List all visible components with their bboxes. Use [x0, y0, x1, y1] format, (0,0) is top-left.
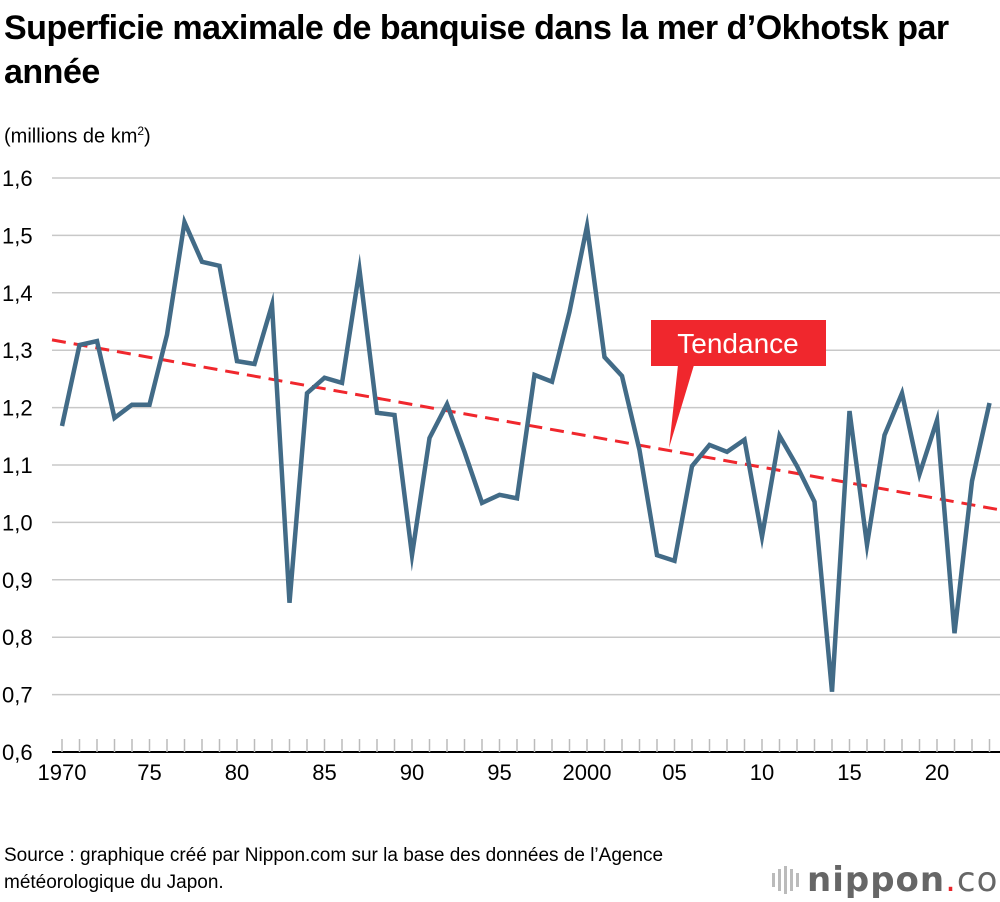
logo-wordmark: nippon.com	[807, 860, 1000, 900]
y-tick-label: 1,0	[2, 510, 33, 535]
x-tick-label: 95	[487, 760, 511, 785]
callout-label: Tendance	[677, 328, 798, 359]
x-tick-label: 75	[137, 760, 161, 785]
unit-superscript: 2	[137, 124, 145, 138]
y-tick-label: 1,2	[2, 396, 33, 421]
x-tick-label: 80	[225, 760, 249, 785]
unit-text: (millions de km	[4, 125, 138, 148]
unit-close: )	[144, 125, 151, 148]
trend-line-path	[51, 338, 1000, 512]
x-tick-label: 1970	[38, 760, 87, 785]
trend-callout: Tendance	[651, 320, 826, 448]
series-path	[59, 212, 992, 692]
callout-box	[651, 320, 826, 366]
y-tick-label: 0,7	[2, 683, 33, 708]
line-chart: 0,6 0,7 0,8 0,9 1,0 1,1 1,2 1,3 1,4 1,5 1,6 1970 75…	[2, 166, 1000, 785]
x-tick-label: 05	[662, 760, 686, 785]
x-tick-label: 90	[400, 760, 424, 785]
y-tick-label: 0,9	[2, 568, 33, 593]
callout-pointer	[669, 365, 694, 448]
y-tick-labels: 0,6 0,7 0,8 0,9 1,0 1,1 1,2 1,3 1,4 1,5 1,6	[2, 166, 33, 765]
source-note: Source : graphique créé par Nippon.com s…	[4, 845, 664, 893]
gridlines	[52, 177, 1000, 696]
series-line	[59, 212, 992, 692]
x-tick-label: 2000	[563, 760, 612, 785]
logo-bars-icon	[772, 866, 799, 894]
y-tick-label: 1,5	[2, 223, 33, 248]
y-tick-label: 0,6	[2, 740, 33, 765]
x-tick-label: 15	[837, 760, 861, 785]
y-tick-label: 1,4	[2, 281, 33, 306]
chart-title: Superficie maximale de banquise dans la …	[4, 9, 949, 91]
y-tick-label: 0,8	[2, 625, 33, 650]
nippon-logo: nippon.com	[772, 860, 1000, 900]
y-tick-label: 1,6	[2, 166, 33, 191]
x-tick-label: 10	[750, 760, 774, 785]
y-axis-unit-label: (millions de km2)	[4, 124, 151, 149]
x-tick-label: 20	[925, 760, 949, 785]
y-tick-label: 1,3	[2, 338, 33, 363]
trend-line	[51, 338, 1000, 512]
x-axis: 1970 75 80 85 90 95 2000 05 10 15 20	[38, 739, 1000, 785]
x-tick-label: 85	[312, 760, 336, 785]
y-tick-label: 1,1	[2, 453, 33, 478]
